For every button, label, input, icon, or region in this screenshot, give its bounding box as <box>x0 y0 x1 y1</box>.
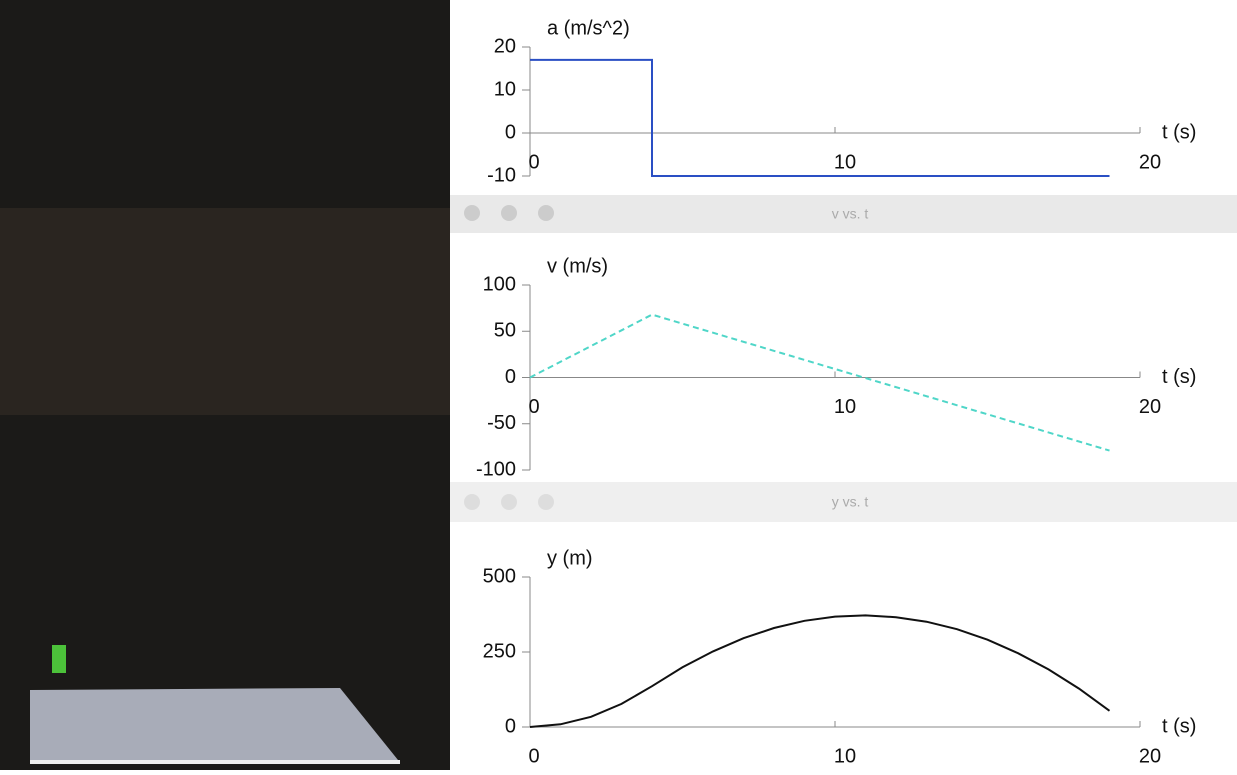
x-tick-label: 20 <box>1139 151 1161 173</box>
y-tick-label: -50 <box>487 412 516 434</box>
x-axis-label: t (s) <box>1162 715 1196 737</box>
x-tick-label: 10 <box>834 396 856 418</box>
x-axis-label: t (s) <box>1162 121 1196 143</box>
title-bar <box>450 195 1237 233</box>
y-tick-label: 250 <box>483 640 516 662</box>
data-line <box>529 313 1110 452</box>
y-tick-label: 500 <box>483 565 516 587</box>
x-tick-label: 10 <box>834 745 856 767</box>
y-axis-label: v (m/s) <box>547 255 608 277</box>
y-axis-label: a (m/s^2) <box>547 17 630 39</box>
y-tick-label: 10 <box>494 78 516 100</box>
close-button[interactable] <box>464 205 480 221</box>
x-tick-label: 20 <box>1139 745 1161 767</box>
y-tick-label: 20 <box>494 35 516 57</box>
zoom-button[interactable] <box>538 205 554 221</box>
window-bar: y vs. t <box>450 482 1237 522</box>
y-tick-label: 100 <box>483 273 516 295</box>
zoom-button[interactable] <box>538 494 554 510</box>
x-tick-label: 0 <box>528 745 539 767</box>
ground-edge <box>30 760 400 764</box>
y-tick-label: -100 <box>476 458 516 480</box>
ground <box>30 688 398 760</box>
x-tick-label: 20 <box>1139 396 1161 418</box>
data-line <box>530 58 1110 177</box>
rocket <box>52 645 66 673</box>
close-button[interactable] <box>464 494 480 510</box>
y-tick-label: 0 <box>505 121 516 143</box>
y-axis-label: y (m) <box>547 547 593 569</box>
y-tick-label: 0 <box>505 715 516 737</box>
window-title: v vs. t <box>832 206 869 222</box>
x-tick-label: 0 <box>528 396 539 418</box>
x-tick-label: 10 <box>834 151 856 173</box>
y-tick-label: -10 <box>487 164 516 186</box>
minimize-button[interactable] <box>501 205 517 221</box>
y-tick-label: 0 <box>505 366 516 388</box>
window-title: y vs. t <box>832 494 869 510</box>
minimize-button[interactable] <box>501 494 517 510</box>
data-line <box>529 614 1111 728</box>
x-tick-label: 0 <box>528 151 539 173</box>
x-axis-label: t (s) <box>1162 366 1196 388</box>
scene-wall <box>0 208 450 415</box>
y-tick-label: 50 <box>494 320 516 342</box>
window-bar: v vs. t <box>450 195 1237 233</box>
title-bar <box>450 482 1237 522</box>
